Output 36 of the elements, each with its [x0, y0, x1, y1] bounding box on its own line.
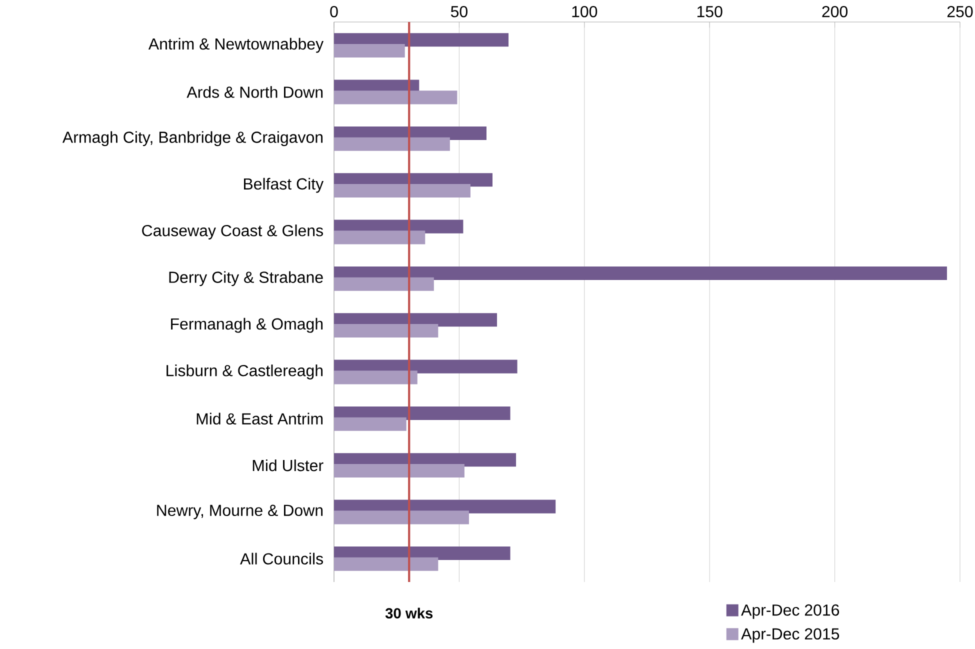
y-tick-label: Belfast City: [244, 178, 324, 193]
bar: [334, 324, 438, 338]
y-tick-label: Mid & East Antrim: [196, 412, 323, 425]
x-tick-label: 150: [697, 6, 722, 18]
x-tick-label: 50: [450, 6, 468, 18]
y-tick-label: Lisburn & Castlereagh: [166, 364, 323, 380]
bar: [334, 33, 509, 47]
legend-label: Apr-Dec 2016: [741, 604, 840, 619]
y-tick-label: Mid Ulster: [252, 459, 324, 472]
x-tick-label: 250: [947, 6, 973, 18]
bar: [334, 406, 510, 420]
y-tick-label: Derry City & Strabane: [169, 271, 323, 286]
bar: [334, 510, 469, 524]
y-tick-label: Armagh City, Banbridge & Craigavon: [62, 131, 323, 146]
bar: [334, 277, 434, 291]
x-tick-label: 200: [822, 6, 848, 18]
y-tick-label: All Councils: [240, 552, 323, 565]
legend-label: Apr-Dec 2015: [741, 628, 840, 643]
bar: [334, 230, 426, 244]
y-tick-label: Antrim & Newtownabbey: [148, 38, 324, 53]
bar: [334, 184, 470, 198]
x-tick-label: 0: [330, 6, 338, 18]
y-tick-label: Causeway Coast & Glens: [142, 224, 323, 240]
ref-line-label: 30 wks: [385, 608, 433, 618]
x-tick-label: 100: [572, 6, 598, 18]
y-tick-label: Fermanagh & Omagh: [171, 318, 323, 333]
y-tick-label: Newry, Mourne & Down: [157, 504, 323, 520]
bar: [334, 44, 405, 58]
bar: [334, 137, 450, 151]
bar: [334, 90, 458, 104]
bar: [334, 266, 947, 280]
bar: [334, 417, 406, 431]
bar: [334, 557, 438, 571]
bar: [334, 370, 418, 384]
y-tick-label: Ards & North Down: [186, 86, 323, 98]
bar: [334, 464, 464, 478]
